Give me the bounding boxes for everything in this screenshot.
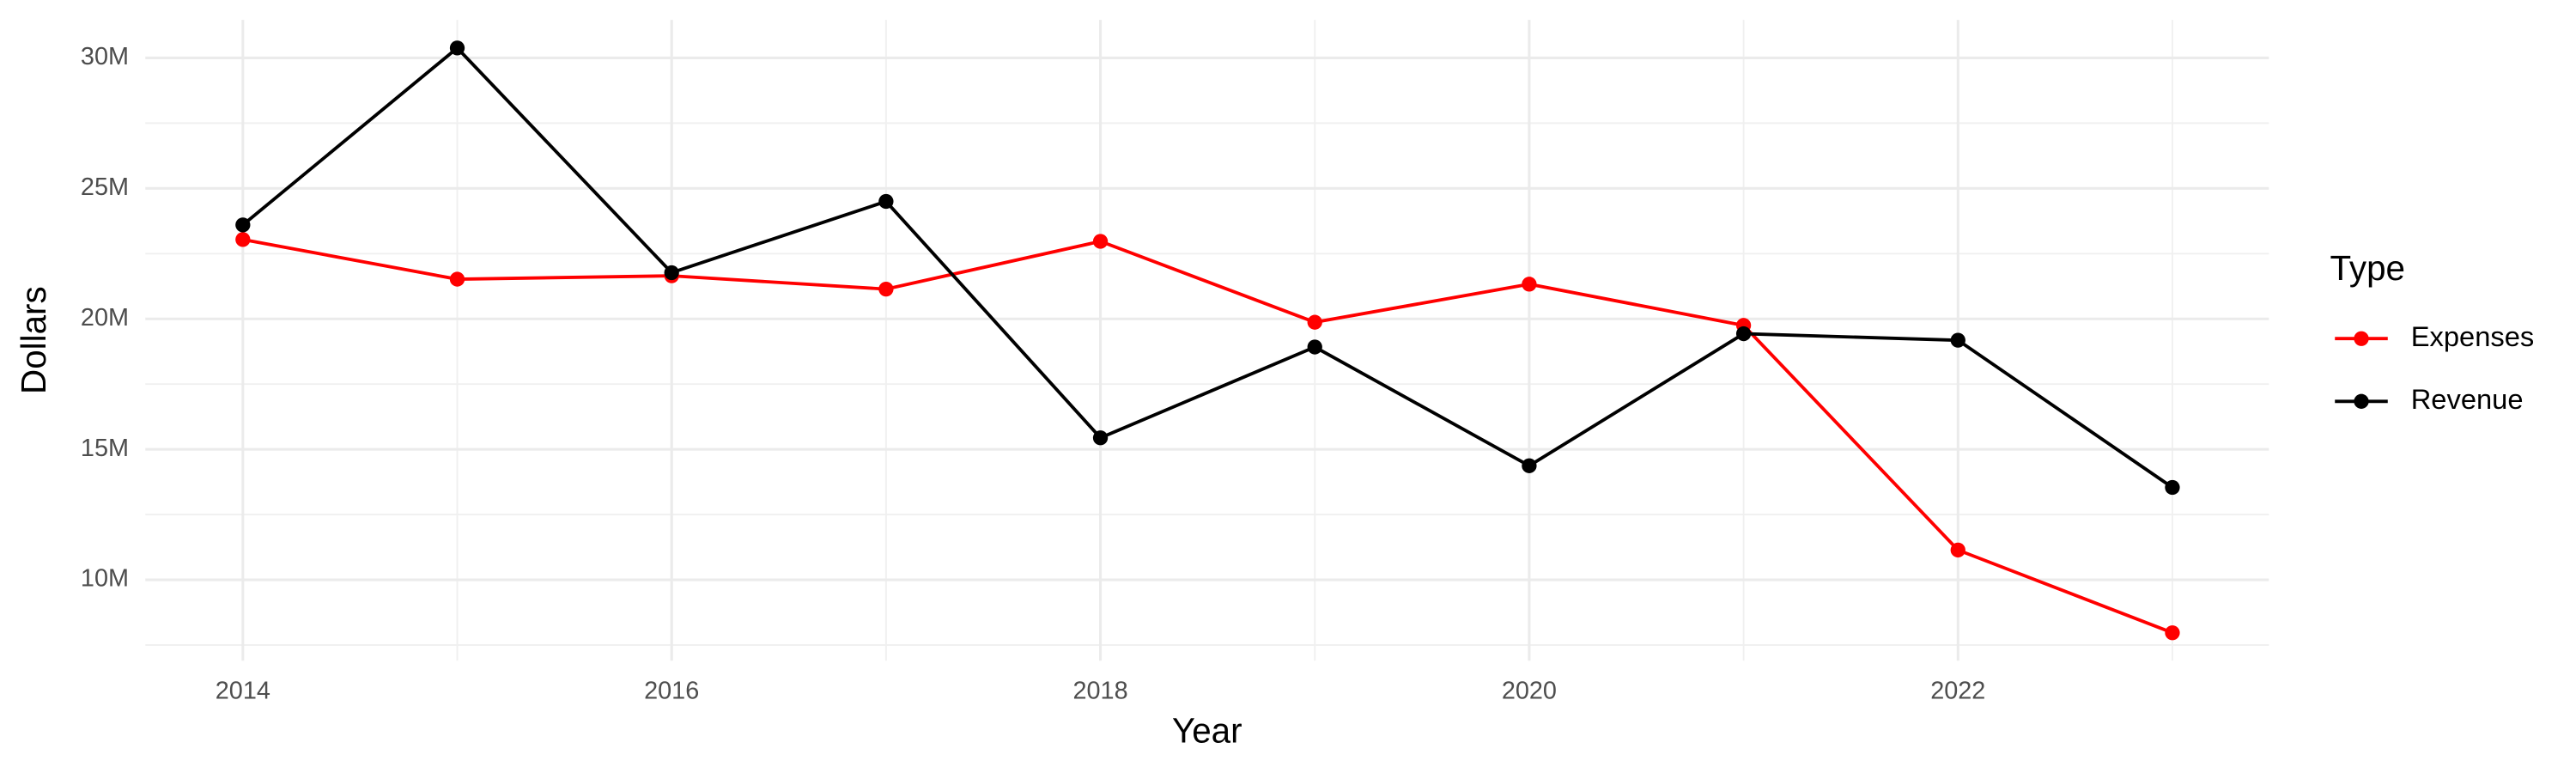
data-point <box>1950 332 1965 348</box>
y-tick-label: 15M <box>81 435 129 462</box>
x-tick-label: 2018 <box>1072 677 1127 704</box>
legend-point <box>2354 393 2369 409</box>
series-line <box>241 46 2174 490</box>
data-point <box>1307 314 1322 330</box>
data-point <box>235 217 251 233</box>
data-point <box>1522 458 1537 473</box>
data-point <box>2165 479 2180 496</box>
legend-point <box>2354 331 2369 346</box>
legend-label: Revenue <box>2411 383 2524 415</box>
data-point <box>449 271 465 287</box>
legend-label: Expenses <box>2411 320 2535 352</box>
x-tick-label: 2016 <box>644 677 699 704</box>
data-point <box>1307 339 1322 355</box>
x-tick-label: 2022 <box>1930 677 1985 704</box>
data-point <box>664 265 679 281</box>
y-tick-label: 10M <box>81 565 129 593</box>
x-tick-label: 2020 <box>1502 677 1557 704</box>
y-tick-label: 25M <box>81 173 129 201</box>
data-point <box>1092 430 1109 446</box>
y-tick-label: 30M <box>81 43 129 70</box>
data-point <box>2165 625 2180 641</box>
legend-title: Type <box>2330 248 2405 288</box>
data-point <box>1735 326 1752 342</box>
data-point <box>449 40 465 56</box>
data-point <box>1950 542 1965 558</box>
data-point <box>878 281 894 297</box>
data-point <box>1522 277 1537 292</box>
y-axis-title: Dollars <box>14 286 53 394</box>
x-tick-label: 2014 <box>216 677 270 704</box>
x-axis-title: Year <box>1172 711 1242 751</box>
y-tick-label: 20M <box>81 304 129 332</box>
data-point <box>1092 234 1109 249</box>
data-point <box>235 232 251 247</box>
series-line <box>242 237 2173 635</box>
data-point <box>878 193 894 210</box>
